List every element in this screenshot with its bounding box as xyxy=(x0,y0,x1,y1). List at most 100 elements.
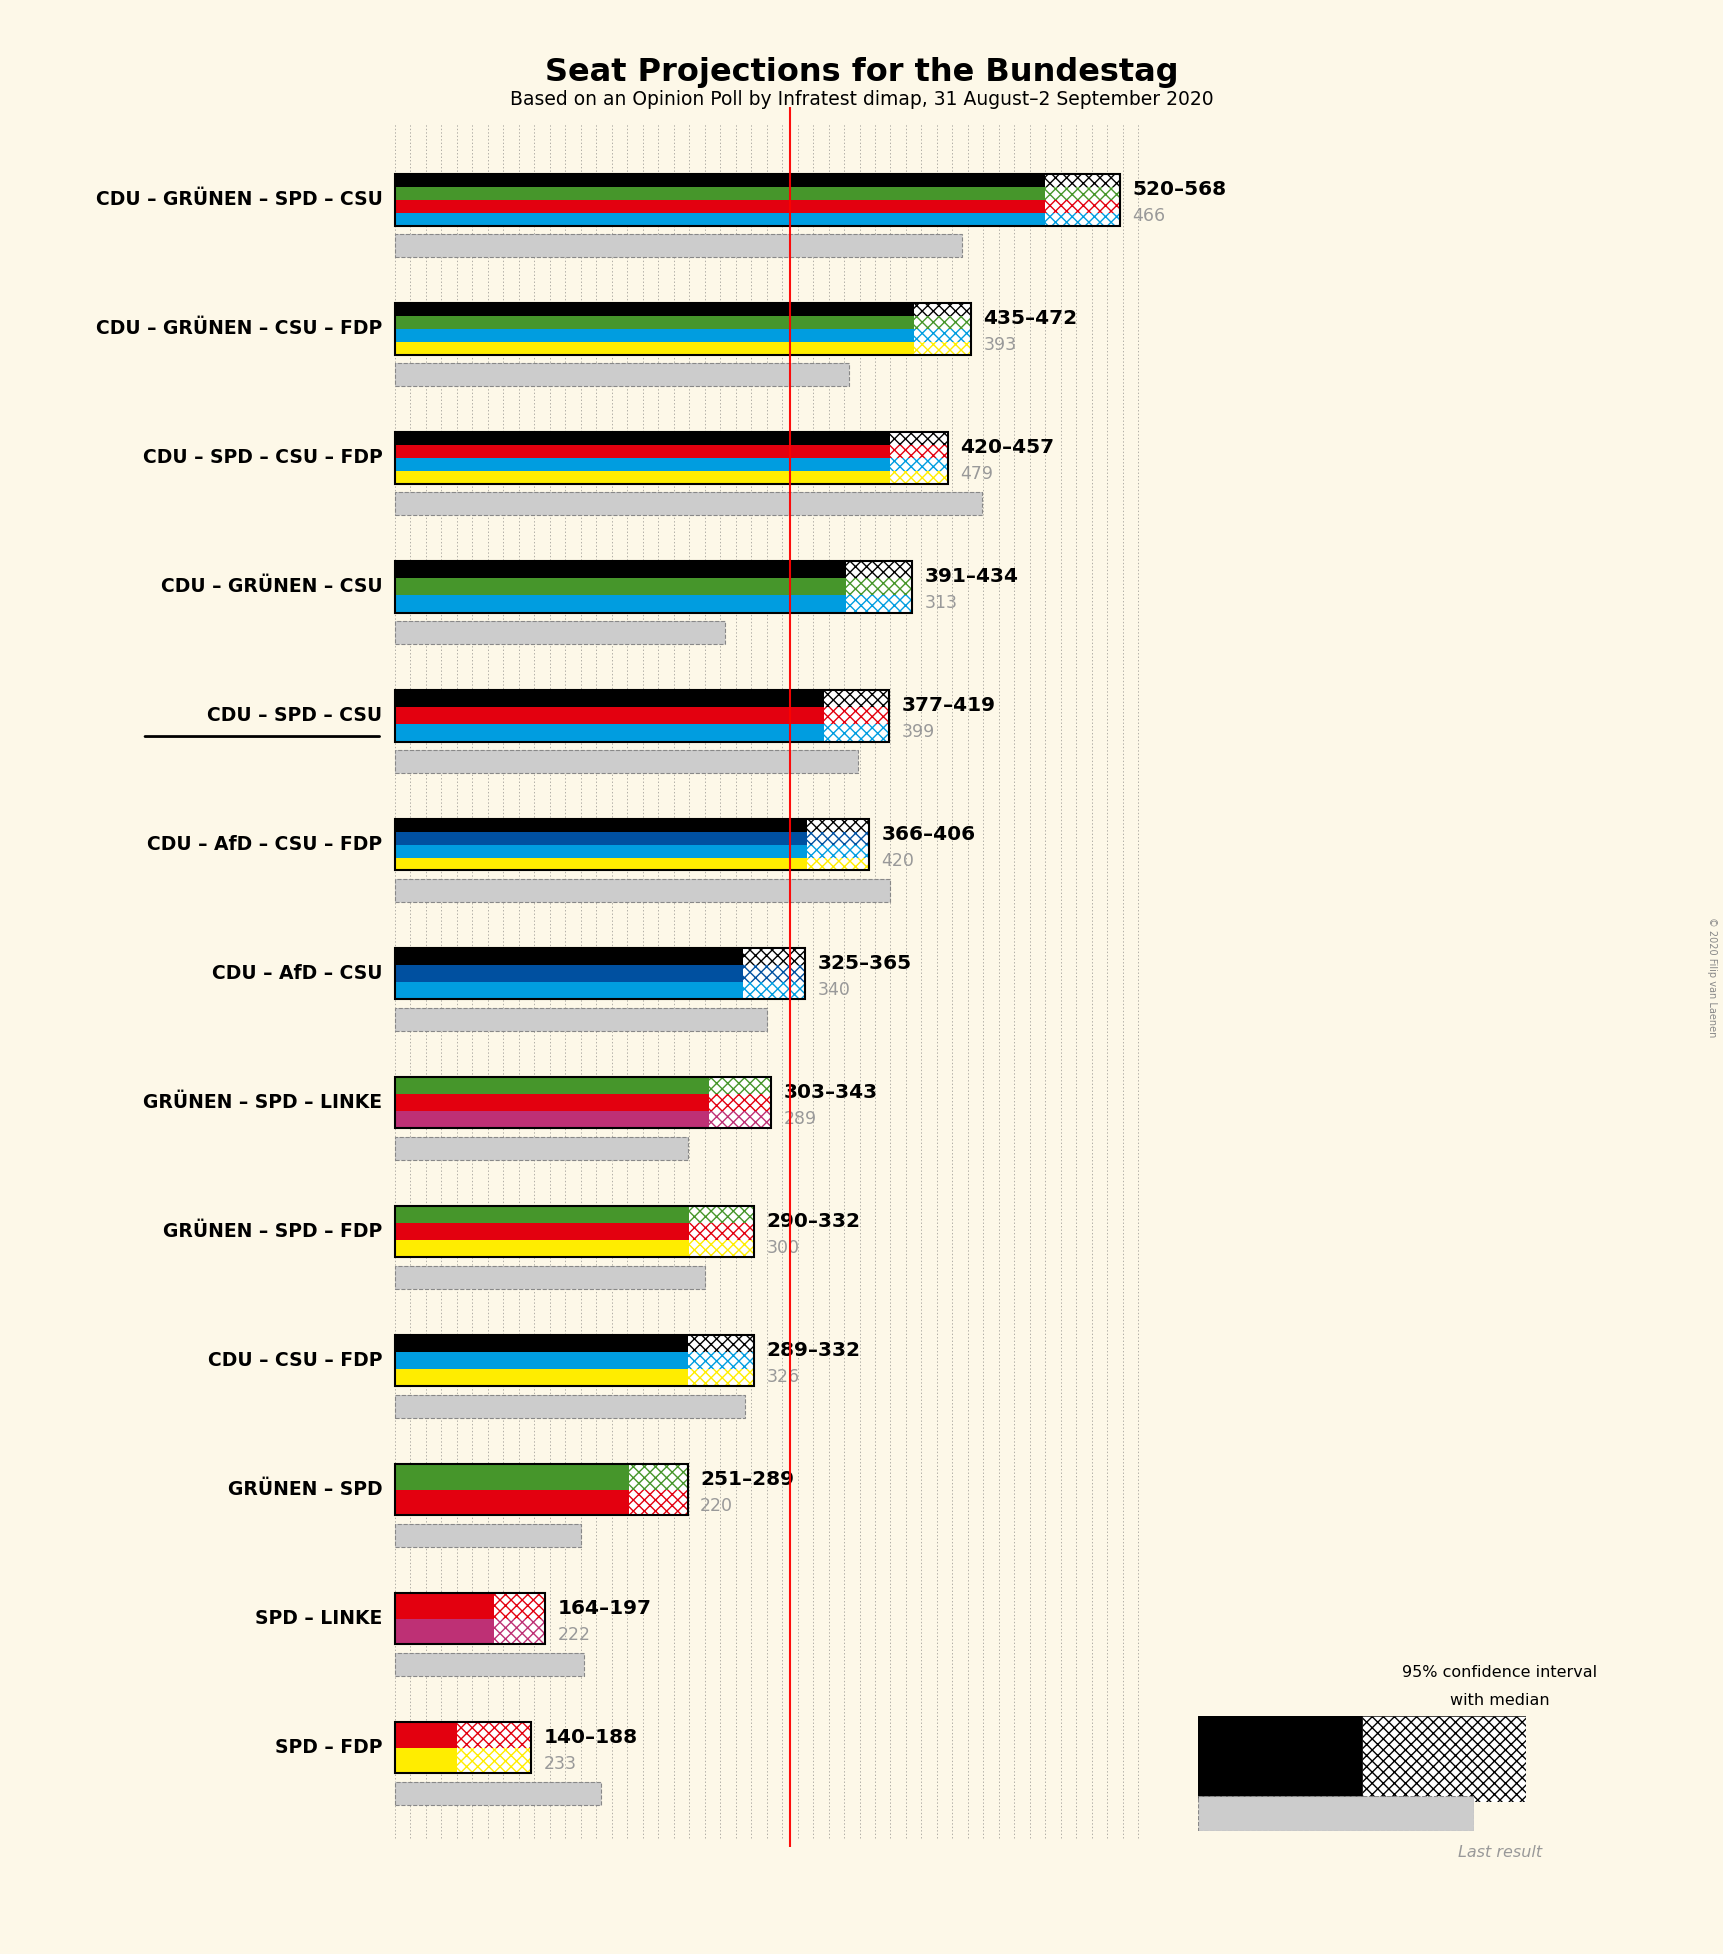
Bar xyxy=(493,1618,544,1645)
Bar xyxy=(582,879,594,901)
Bar xyxy=(875,492,889,514)
Bar xyxy=(395,363,848,387)
Bar xyxy=(493,1593,544,1618)
Bar xyxy=(613,750,625,772)
Bar xyxy=(395,1464,687,1516)
Bar xyxy=(395,750,858,774)
Bar xyxy=(691,621,703,643)
Bar xyxy=(687,1335,753,1352)
Bar xyxy=(629,1464,687,1489)
Bar xyxy=(551,1653,563,1675)
Bar xyxy=(913,317,970,328)
Bar xyxy=(844,234,858,256)
Bar xyxy=(520,234,532,256)
Bar xyxy=(395,1077,708,1094)
Bar xyxy=(458,1653,470,1675)
Bar xyxy=(582,621,594,643)
Bar xyxy=(706,1395,718,1417)
Bar xyxy=(443,363,455,385)
Bar xyxy=(660,621,672,643)
Bar xyxy=(567,1008,579,1030)
Bar xyxy=(598,1782,610,1804)
Bar xyxy=(753,363,765,385)
Bar xyxy=(395,879,891,903)
Bar xyxy=(706,1008,718,1030)
Bar xyxy=(660,879,672,901)
Bar xyxy=(520,492,532,514)
Bar xyxy=(691,492,703,514)
Bar xyxy=(737,1395,750,1417)
Text: 435–472: 435–472 xyxy=(982,309,1077,328)
Bar xyxy=(644,1137,656,1159)
Bar xyxy=(922,234,936,256)
Bar xyxy=(458,879,470,901)
Bar xyxy=(412,1137,424,1159)
Bar xyxy=(520,363,532,385)
Bar xyxy=(395,561,911,612)
Bar xyxy=(396,1266,408,1288)
Bar xyxy=(722,1008,734,1030)
Bar xyxy=(737,363,750,385)
Bar xyxy=(520,621,532,643)
Bar xyxy=(891,234,905,256)
Bar xyxy=(1044,199,1120,213)
Text: 366–406: 366–406 xyxy=(880,825,975,844)
Bar xyxy=(396,621,408,643)
Bar xyxy=(427,363,439,385)
Bar xyxy=(891,446,948,457)
Bar xyxy=(737,234,750,256)
Bar xyxy=(582,1137,594,1159)
Bar xyxy=(743,983,805,998)
Bar xyxy=(706,621,718,643)
Bar xyxy=(675,750,687,772)
Bar xyxy=(395,690,889,741)
Bar xyxy=(396,363,408,385)
Bar xyxy=(474,234,486,256)
Bar xyxy=(753,492,765,514)
Bar xyxy=(968,492,982,514)
Bar xyxy=(489,1008,501,1030)
Bar xyxy=(395,1137,687,1161)
Bar xyxy=(474,1395,486,1417)
Bar xyxy=(629,1137,641,1159)
Bar xyxy=(813,492,827,514)
Bar xyxy=(536,879,548,901)
Bar xyxy=(458,1008,470,1030)
Bar xyxy=(737,750,750,772)
Bar xyxy=(582,1782,594,1804)
Bar xyxy=(567,1653,579,1675)
Bar xyxy=(806,858,868,870)
Text: Seat Projections for the Bundestag: Seat Projections for the Bundestag xyxy=(544,57,1179,88)
Bar xyxy=(395,1618,493,1645)
Bar xyxy=(644,750,656,772)
Text: 399: 399 xyxy=(901,723,934,741)
Bar xyxy=(806,819,868,832)
Bar xyxy=(689,1223,753,1241)
Bar xyxy=(412,1653,424,1675)
Text: 466: 466 xyxy=(1132,207,1165,225)
Bar xyxy=(689,1206,753,1223)
Bar xyxy=(505,1524,517,1546)
Bar xyxy=(722,363,734,385)
Bar xyxy=(536,492,548,514)
Text: 220: 220 xyxy=(700,1497,732,1514)
Bar xyxy=(395,188,1044,199)
Bar xyxy=(395,1137,687,1161)
Bar xyxy=(768,879,781,901)
Bar xyxy=(412,1395,424,1417)
Bar xyxy=(395,234,961,258)
Bar xyxy=(395,1395,744,1419)
Bar xyxy=(505,1653,517,1675)
Bar xyxy=(536,1653,548,1675)
Bar xyxy=(743,948,805,965)
Bar xyxy=(689,1241,753,1258)
Bar xyxy=(427,621,439,643)
Bar xyxy=(844,596,911,612)
Bar xyxy=(489,363,501,385)
Bar xyxy=(567,1395,579,1417)
Bar xyxy=(824,725,889,741)
Bar xyxy=(567,750,579,772)
Bar xyxy=(784,363,796,385)
Bar xyxy=(395,1077,770,1129)
Bar xyxy=(395,446,891,457)
